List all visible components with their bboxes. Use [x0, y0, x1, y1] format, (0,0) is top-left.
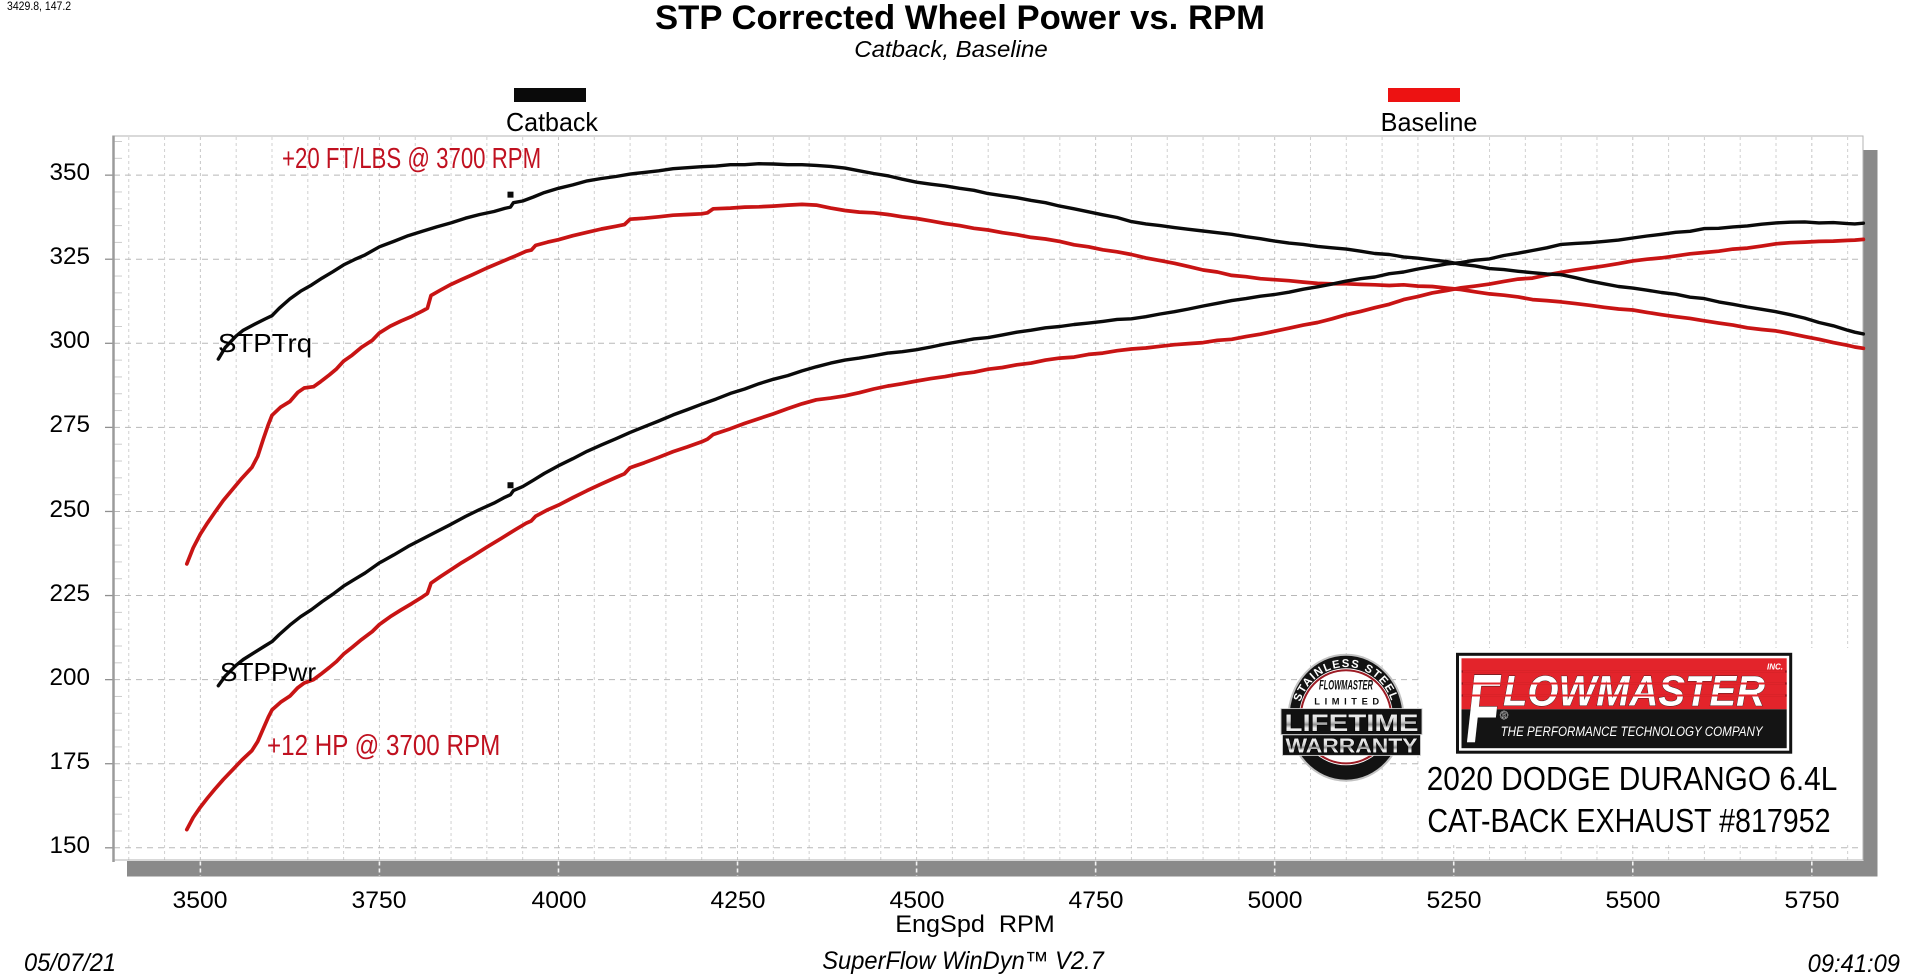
logo-tagline-text: THE PERFORMANCE TECHNOLOGY COMPANY	[1501, 724, 1764, 739]
x-tick-label: 4000	[531, 886, 586, 914]
y-tick-label: 275	[49, 411, 90, 439]
x-tick-label: 5500	[1605, 886, 1661, 914]
footer-time: 09:41:09	[1807, 950, 1901, 977]
chart-title: STP Corrected Wheel Power vs. RPM	[655, 0, 1265, 37]
footer-software: SuperFlow WinDyn™ V2.7	[821, 946, 1104, 975]
curve-catback-power	[216, 220, 1866, 688]
plot-shadow-right	[1863, 150, 1878, 877]
badge-warranty-text: WARRANTY	[1286, 735, 1419, 757]
logo-brand-text: LOWMASTER	[1503, 668, 1765, 716]
flowmaster-logo: F LOWMASTER INC. ® THE PERFORMANCE TECHN…	[1456, 652, 1793, 764]
y-tick-label: 225	[49, 579, 90, 607]
annotation-power-gain: +12 HP @ 3700 RPM	[266, 730, 500, 763]
y-tick-label: 250	[49, 495, 90, 523]
badge-lifetime-banner	[1280, 708, 1423, 736]
legend-catback-label: Catback	[506, 106, 599, 137]
badge-brand-text: FLOWMASTER	[1319, 678, 1373, 693]
x-tick-label: 3750	[351, 886, 407, 914]
logo-big-f: F	[1466, 654, 1502, 763]
y-tick-label: 325	[49, 243, 90, 271]
warranty-badge: STAINLESS STEEL FLOWMASTER LIMITED LIFET…	[1280, 653, 1423, 782]
y-tick-label: 350	[49, 159, 90, 187]
shift-marker	[507, 191, 514, 198]
y-tick-label: 300	[49, 327, 90, 355]
annotation-torque-gain: +20 FT/LBS @ 3700 RPM	[282, 143, 542, 176]
y-tick-label: 200	[49, 663, 90, 691]
vehicle-line1: 2020 DODGE DURANGO 6.4L	[1426, 760, 1837, 798]
logo-black-band	[1461, 709, 1787, 749]
annotation-stppwr: STPPwr	[219, 656, 316, 687]
shift-marker	[507, 482, 514, 489]
curve-catback-torque	[216, 162, 1866, 361]
badge-warranty-banner	[1282, 734, 1421, 756]
vehicle-line2: CAT-BACK EXHAUST #817952	[1427, 801, 1831, 839]
y-tick-label: 150	[49, 831, 90, 859]
chart-subtitle: Catback, Baseline	[853, 36, 1048, 62]
x-tick-label: 5750	[1784, 886, 1840, 914]
x-tick-label: 4750	[1068, 886, 1124, 914]
x-axis-title: EngSpd RPM	[895, 910, 1055, 938]
badge-limited-text: LIMITED	[1314, 696, 1383, 706]
x-tick-label: 3500	[172, 886, 228, 914]
logo-inc-text: INC.	[1767, 663, 1783, 672]
cursor-readout: 3429.8, 147.2	[7, 1, 72, 13]
y-tick-label: 175	[49, 747, 90, 775]
footer-date: 05/07/21	[24, 948, 117, 977]
x-tick-label: 5250	[1426, 886, 1482, 914]
legend-baseline-swatch	[1388, 87, 1460, 102]
logo-registered-mark: ®	[1500, 710, 1508, 722]
annotation-stptrq: STPTrq	[218, 328, 313, 358]
legend-catback-swatch	[513, 87, 586, 102]
legend-baseline-label: Baseline	[1380, 106, 1477, 137]
logo-stripes-over	[1463, 670, 1785, 697]
curve-baseline-torque	[184, 202, 1866, 566]
plot-shadow-bottom	[127, 861, 1877, 877]
badge-lifetime-text: LIFETIME	[1285, 710, 1419, 737]
x-tick-label: 5000	[1247, 886, 1303, 914]
x-tick-label: 4500	[889, 886, 945, 914]
x-tick-label: 4250	[710, 886, 765, 914]
